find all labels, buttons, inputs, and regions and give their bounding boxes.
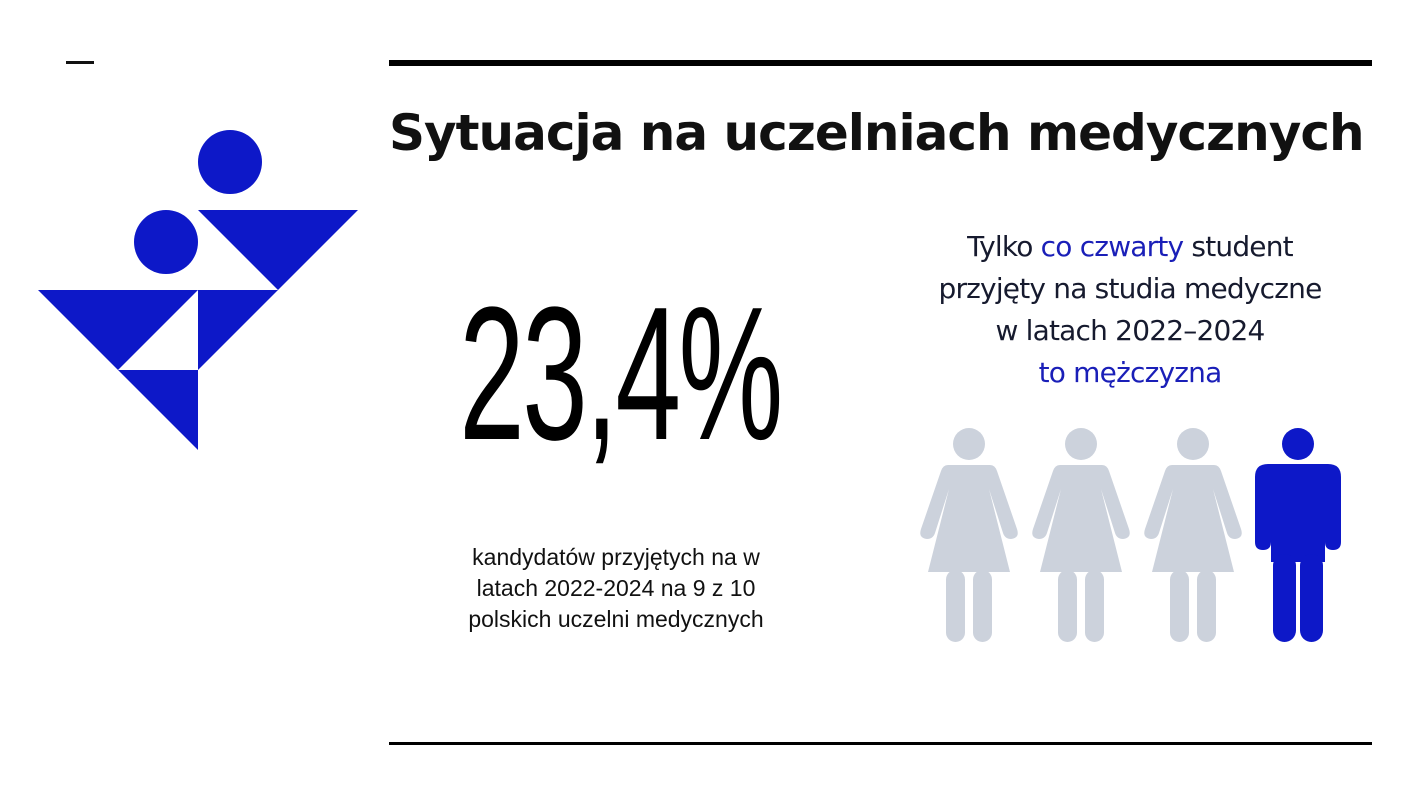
decorative-dash [66,61,94,64]
man-icon [1255,428,1341,642]
infographic-headline: Tylko co czwarty student przyjęty na stu… [880,226,1380,394]
stat-caption: kandydatów przyjętych na w latach 2022-2… [468,544,764,632]
top-rule [389,60,1372,66]
bottom-rule [389,742,1372,745]
headline-line-2: przyjęty na studia medyczne [938,272,1322,305]
headline-line-4: to mężczyzna [1038,356,1223,389]
woman-icon [1144,428,1242,642]
woman-icon [920,428,1018,642]
headline-text: Tylko [967,230,1041,263]
stat-value: 23,4% [459,267,783,480]
headline-line-1: Tylko co czwarty student [880,226,1380,268]
page-title: Sytuacja na uczelniach medycznych [389,104,1365,162]
headline-text: student [1183,230,1293,263]
headline-line-3: w latach 2022–2024 [995,314,1265,347]
logo-icon [38,130,358,450]
people-infographic [920,428,1341,642]
woman-icon [1032,428,1130,642]
headline-highlight: co czwarty [1040,230,1184,263]
